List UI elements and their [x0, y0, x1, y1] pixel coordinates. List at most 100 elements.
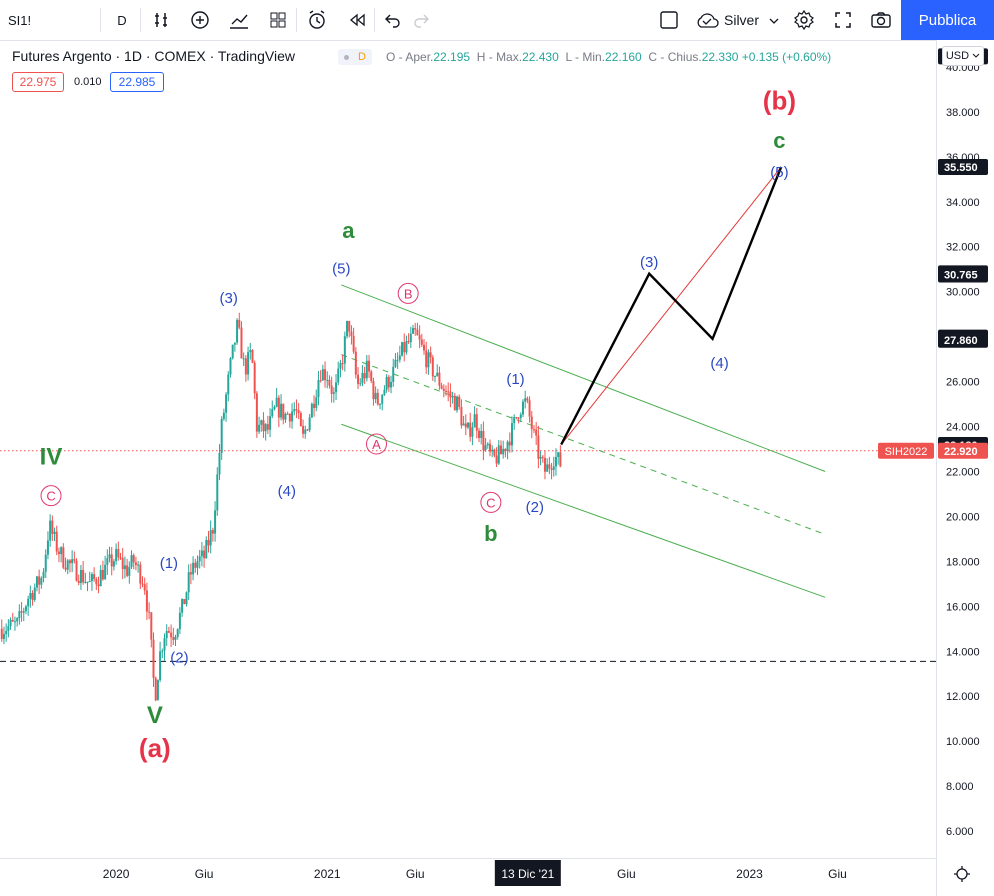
candle-body [154, 677, 157, 701]
candle-body [519, 414, 522, 419]
candle-body [139, 564, 142, 584]
candle-body [251, 350, 254, 363]
wave-label[interactable]: (3) [640, 254, 658, 271]
square-icon[interactable] [655, 4, 683, 36]
symbol-name-button[interactable]: Silver [694, 4, 784, 36]
trend-channel-line[interactable] [341, 284, 826, 472]
trend-channel-line[interactable] [341, 423, 826, 598]
price-tag[interactable] [938, 266, 988, 283]
buy-price-button[interactable]: 22.985 [110, 72, 164, 92]
layout-icon[interactable] [264, 4, 292, 36]
candle-body [482, 430, 485, 451]
wave-label[interactable]: B [404, 286, 413, 301]
undo-icon[interactable] [380, 4, 406, 36]
candle-body [0, 628, 3, 639]
candle-body [104, 564, 107, 580]
interval-button[interactable]: D [117, 12, 127, 28]
candle-body [493, 449, 496, 456]
candle-body [535, 429, 538, 436]
candle-body [420, 339, 423, 345]
gear-icon[interactable] [790, 4, 818, 36]
wave-label[interactable]: V [147, 702, 163, 729]
ohlc-values: O - Aper.22.195 H - Max.22.430 L - Min.2… [386, 50, 832, 64]
indicator-icon[interactable] [148, 4, 176, 36]
candle-body [178, 612, 181, 630]
camera-icon[interactable] [867, 4, 895, 36]
wave-label[interactable]: (3) [220, 290, 238, 307]
candle-body [341, 363, 344, 365]
candle-body [515, 417, 518, 419]
wave-label-circle [40, 485, 62, 507]
candle-body [44, 554, 47, 572]
wave-label[interactable]: (2) [526, 499, 544, 516]
candle-body [427, 352, 430, 368]
market-status-badge[interactable]: D [338, 49, 372, 65]
candle-body [271, 409, 274, 417]
candle-body [390, 381, 393, 388]
symbol-search[interactable]: SI1! [8, 12, 32, 28]
candle-body [35, 576, 38, 588]
candle-body [530, 416, 533, 430]
replay-icon[interactable] [343, 4, 371, 36]
y-tick-label: 8.000 [946, 781, 974, 793]
candle-body [363, 372, 366, 379]
candle-body [214, 510, 217, 534]
wave-label[interactable]: (5) [332, 261, 350, 278]
price-tag[interactable] [938, 158, 988, 175]
projection-red-line[interactable] [560, 166, 782, 445]
wave-label[interactable]: (4) [710, 355, 728, 372]
wave-label[interactable]: C [486, 495, 495, 510]
candle-body [460, 406, 463, 426]
wave-label[interactable]: a [342, 218, 355, 243]
candle-body [183, 599, 186, 605]
candle-body [66, 560, 69, 570]
wave-label[interactable]: (5) [770, 164, 788, 181]
currency-select[interactable]: USD [942, 46, 984, 66]
candle-body [442, 388, 445, 391]
wave-label[interactable]: (1) [506, 371, 524, 388]
wave-label[interactable]: b [484, 521, 497, 546]
time-axis[interactable] [0, 859, 936, 896]
x-cursor-label: 13 Dic '21 [501, 867, 554, 881]
candle-body [456, 396, 459, 411]
publish-button[interactable]: Pubblica [901, 0, 994, 40]
wave-label[interactable]: (b) [763, 86, 796, 116]
candle-body [240, 327, 243, 359]
y-tick-label: 34.000 [946, 197, 980, 209]
candle-body [495, 455, 498, 464]
candle-body [200, 550, 203, 557]
redo-icon[interactable] [408, 4, 434, 36]
candle-body [557, 452, 560, 458]
trend-channel-line[interactable] [341, 354, 826, 535]
projection-black-path[interactable] [560, 166, 783, 446]
wave-label[interactable]: c [773, 128, 785, 153]
candle-body [220, 418, 223, 453]
alert-icon[interactable] [303, 4, 331, 36]
candle-body [16, 618, 19, 622]
wave-label[interactable]: (a) [139, 733, 171, 763]
candle-body [95, 579, 98, 585]
low-value: 22.160 [605, 50, 642, 64]
add-icon[interactable] [186, 4, 214, 36]
contract-tag[interactable] [878, 442, 934, 459]
candle-body [343, 336, 346, 364]
candle-body [429, 352, 432, 358]
wave-label[interactable]: (4) [278, 483, 296, 500]
wave-label[interactable]: (2) [170, 649, 188, 666]
fullscreen-icon[interactable] [829, 4, 857, 36]
price-tag[interactable] [938, 442, 988, 459]
wave-label[interactable]: C [46, 489, 55, 504]
gear-icon[interactable] [956, 868, 968, 880]
sell-price-button[interactable]: 22.975 [12, 72, 64, 92]
wave-label[interactable]: (1) [160, 555, 178, 572]
candle-body [49, 520, 52, 541]
chart-type-icon[interactable] [225, 4, 253, 36]
candle-body [38, 576, 41, 585]
candlestick-series[interactable] [0, 312, 562, 702]
price-tag[interactable] [938, 331, 988, 348]
candle-body [359, 383, 362, 385]
wave-label[interactable]: IV [40, 444, 63, 471]
wave-label[interactable]: A [372, 437, 381, 452]
cloud-icon [694, 10, 720, 30]
